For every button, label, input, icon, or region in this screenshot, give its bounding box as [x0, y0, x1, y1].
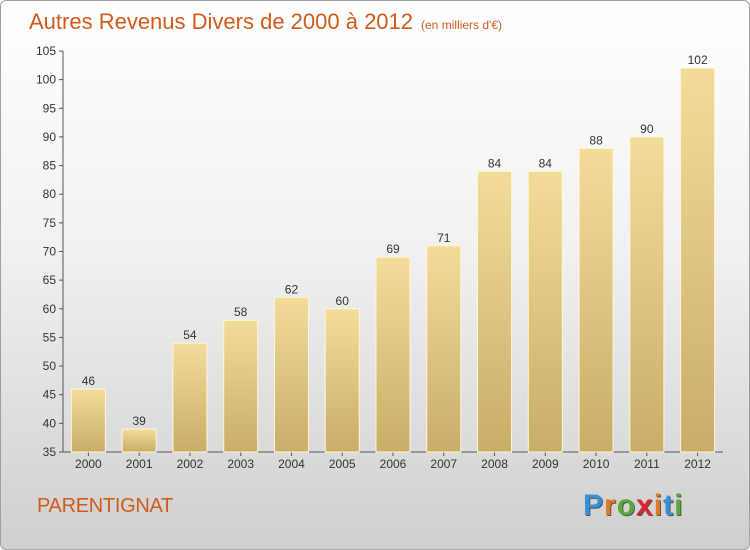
bar — [223, 319, 259, 453]
y-tick-label: 40 — [43, 416, 57, 430]
proxiti-logo: Proxiti — [583, 489, 683, 523]
bar-value-label: 90 — [640, 122, 654, 136]
y-tick-label: 45 — [43, 388, 57, 402]
y-tick-label: 70 — [43, 245, 57, 259]
bar — [324, 308, 360, 453]
y-tick-label: 55 — [43, 330, 57, 344]
y-tick-label: 85 — [43, 159, 57, 173]
bar-value-label: 71 — [437, 231, 451, 245]
x-tick-label: 2004 — [278, 457, 305, 471]
town-name: PARENTIGNAT — [37, 495, 173, 517]
x-tick-label: 2007 — [430, 457, 457, 471]
chart-title-text: Autres Revenus Divers de 2000 à 2012 — [29, 9, 414, 34]
y-tick-label: 105 — [36, 44, 56, 58]
x-tick-label: 2001 — [126, 457, 153, 471]
chart-title: Autres Revenus Divers de 2000 à 2012 (en … — [29, 9, 502, 35]
y-tick-label: 95 — [43, 101, 57, 115]
y-tick-label: 100 — [36, 73, 56, 87]
x-tick-label: 2005 — [329, 457, 356, 471]
x-tick-label: 2003 — [227, 457, 254, 471]
y-tick-label: 75 — [43, 216, 57, 230]
logo-letter: i — [653, 489, 664, 522]
bar — [629, 136, 665, 453]
bar-value-label: 54 — [183, 328, 197, 342]
bar-value-label: 62 — [285, 282, 299, 296]
y-tick-label: 90 — [43, 130, 57, 144]
bar-value-label: 84 — [539, 156, 553, 170]
bar-value-label: 102 — [688, 53, 708, 67]
logo-letter: r — [604, 489, 617, 522]
bar — [527, 170, 563, 453]
y-tick-label: 60 — [43, 302, 57, 316]
logo-letter: o — [616, 489, 637, 522]
y-tick-label: 50 — [43, 359, 57, 373]
bar — [375, 256, 411, 453]
bar-value-label: 88 — [589, 133, 603, 147]
chart-unit: (en milliers d'€) — [421, 18, 502, 32]
logo-letter: t — [663, 489, 675, 522]
y-tick-label: 35 — [43, 445, 57, 459]
bar — [477, 170, 513, 453]
x-tick-label: 2002 — [177, 457, 204, 471]
bar-value-label: 46 — [82, 374, 96, 388]
logo-letter: x — [636, 489, 654, 522]
bar-value-label: 69 — [386, 242, 400, 256]
bar — [578, 147, 614, 453]
bar-value-label: 60 — [336, 294, 350, 308]
x-tick-label: 2011 — [634, 457, 660, 471]
bar — [426, 245, 462, 453]
bar — [172, 342, 208, 453]
logo-letter: i — [674, 489, 684, 522]
x-tick-label: 2009 — [532, 457, 559, 471]
bar — [121, 428, 157, 453]
x-tick-label: 2006 — [380, 457, 407, 471]
x-tick-label: 2010 — [583, 457, 610, 471]
bar-value-label: 58 — [234, 305, 248, 319]
bar-value-label: 84 — [488, 156, 502, 170]
bar — [273, 296, 309, 453]
x-tick-label: 2000 — [75, 457, 102, 471]
logo-letter: P — [583, 489, 605, 522]
bar-value-label: 39 — [132, 414, 146, 428]
bar — [70, 388, 106, 453]
bar — [680, 67, 716, 453]
x-tick-label: 2012 — [684, 457, 711, 471]
y-tick-label: 80 — [43, 187, 57, 201]
y-tick-label: 65 — [43, 273, 57, 287]
x-tick-label: 2008 — [481, 457, 508, 471]
